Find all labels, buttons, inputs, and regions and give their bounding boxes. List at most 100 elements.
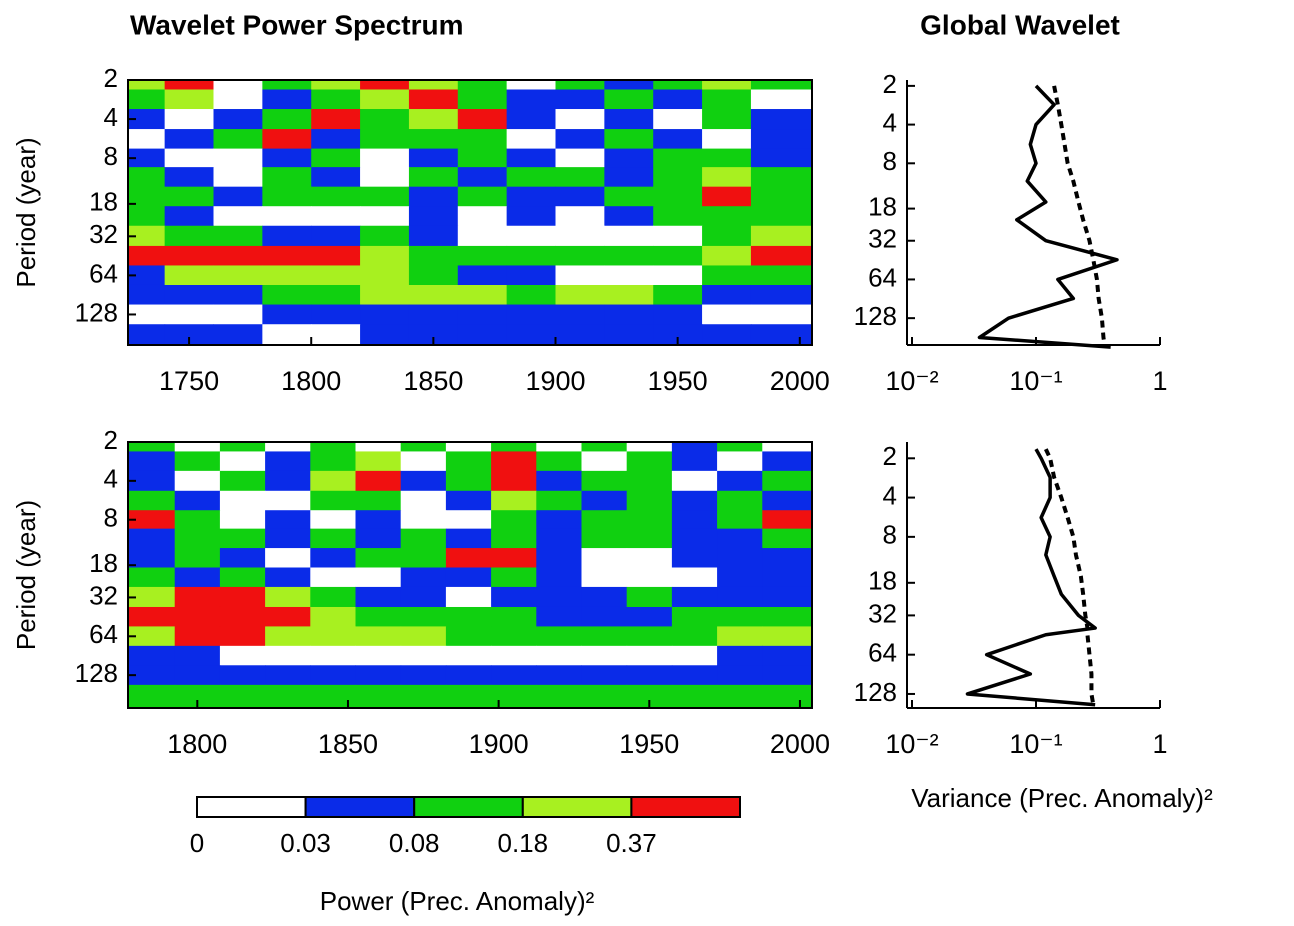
power-cell [164, 186, 214, 207]
power-cell [310, 645, 356, 666]
power-cell [626, 470, 673, 492]
power-cell [555, 284, 605, 306]
power-cell [174, 684, 221, 709]
power-cell [128, 684, 176, 709]
power-cell [626, 665, 673, 686]
y-tick-label: 64 [868, 638, 897, 668]
colorbar-box [630, 796, 742, 818]
power-cell [265, 451, 311, 472]
power-cell [262, 167, 312, 188]
power-cell [491, 567, 537, 588]
power-cell [491, 510, 537, 530]
power-cell [219, 510, 266, 530]
power-cell [400, 451, 447, 472]
chart-title: Global Wavelet [920, 9, 1120, 40]
power-cell [355, 470, 402, 492]
power-cell [219, 548, 266, 568]
power-cell [581, 567, 628, 588]
power-cell [408, 167, 459, 188]
y-tick-label: 2 [104, 425, 118, 455]
power-cell [128, 528, 176, 549]
power-cell [355, 567, 402, 588]
power-cell [360, 129, 410, 150]
y-tick-label: 8 [883, 146, 897, 176]
y-tick-label: 2 [883, 69, 897, 99]
y-tick-label: 18 [868, 566, 897, 596]
x-tick-label: 1800 [167, 729, 227, 759]
power-cell [213, 304, 263, 325]
power-cell [219, 490, 266, 511]
power-cell [445, 626, 492, 647]
power-cell [491, 626, 537, 647]
power-cell [213, 265, 263, 286]
power-cell [445, 528, 492, 549]
power-cell [653, 225, 703, 247]
power-cell [360, 225, 410, 247]
power-cell [360, 324, 410, 346]
power-cell [128, 510, 176, 530]
power-cell [355, 510, 402, 530]
power-cell [262, 80, 312, 90]
power-cell [408, 265, 459, 286]
power-cell [581, 684, 628, 709]
power-cell [671, 470, 718, 492]
power-cell [164, 284, 214, 306]
y-tick-label: 32 [868, 224, 897, 254]
power-cell [717, 548, 763, 568]
power-cell [310, 586, 356, 608]
power-cell [213, 245, 263, 266]
power-cell [536, 606, 582, 627]
power-cell [128, 167, 166, 188]
power-cell [311, 109, 361, 130]
power-cell [581, 665, 628, 686]
power-cell [128, 442, 176, 452]
power-cell [555, 304, 605, 325]
power-cell [491, 528, 537, 549]
colorbar-tick-label: 0.08 [389, 828, 440, 858]
power-cell [653, 89, 703, 110]
power-cell [506, 186, 556, 207]
power-cell [408, 89, 459, 110]
power-cell [702, 265, 752, 286]
power-cell [128, 109, 166, 130]
y-tick-label: 128 [854, 301, 897, 331]
power-cell [702, 89, 752, 110]
power-cell [555, 129, 605, 150]
power-cell [128, 245, 166, 266]
colorbar-box [413, 796, 524, 818]
x-tick-label: 2000 [770, 366, 830, 396]
power-cell [702, 109, 752, 130]
power-cell [581, 442, 628, 452]
x-tick-label: 2000 [770, 729, 830, 759]
power-cell [717, 606, 763, 627]
power-cell [445, 442, 492, 452]
power-cell [702, 167, 752, 188]
power-cell [702, 225, 752, 247]
power-cell [445, 606, 492, 627]
power-cell [355, 586, 402, 608]
power-cell [536, 442, 582, 452]
y-tick-label: 8 [104, 141, 118, 171]
power-cell [400, 567, 447, 588]
power-cell [213, 109, 263, 130]
power-cell [164, 89, 214, 110]
power-cell [265, 606, 311, 627]
power-cell [213, 89, 263, 110]
power-cell [506, 225, 556, 247]
x-tick-label: 1 [1152, 366, 1167, 396]
colorbar-box [521, 796, 633, 818]
power-cell [604, 80, 654, 90]
power-cell [128, 89, 166, 110]
power-cell [536, 528, 582, 549]
power-cell [671, 451, 718, 472]
power-cell [445, 567, 492, 588]
power-cell [702, 324, 752, 346]
power-cell [702, 80, 752, 90]
y-tick-label: 32 [89, 580, 118, 610]
power-cell [626, 490, 673, 511]
power-cell [400, 606, 447, 627]
power-cell [174, 586, 221, 608]
power-cell [626, 510, 673, 530]
power-cell [491, 548, 537, 568]
